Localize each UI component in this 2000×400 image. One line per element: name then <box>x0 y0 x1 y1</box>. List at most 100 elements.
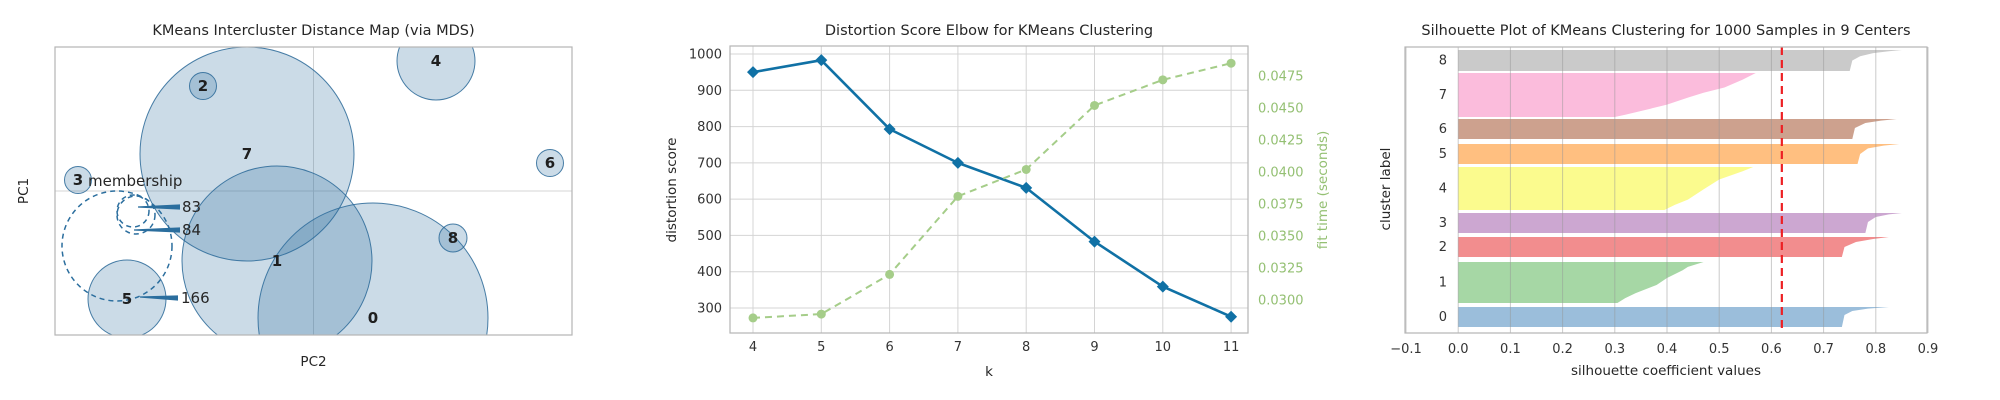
cluster-tick-label: 0 <box>1439 310 1447 325</box>
marker-circle <box>1158 75 1168 85</box>
cluster-bubble-7 <box>139 47 355 262</box>
ytick-label: 800 <box>697 120 722 135</box>
xtick-label: 0.8 <box>1865 342 1886 357</box>
silhouette-plot-border <box>1404 46 1928 334</box>
silhouette-band-7 <box>1458 73 1756 117</box>
cluster-bubble-label-5: 5 <box>122 290 132 308</box>
ytick-label: 900 <box>697 84 722 99</box>
cluster-bubble-3 <box>64 166 92 194</box>
xtick-label: 5 <box>817 340 825 355</box>
xtick-label: 0.3 <box>1604 342 1625 357</box>
y2tick-label: 0.0475 <box>1258 70 1304 85</box>
marker-circle <box>885 269 895 279</box>
marker-diamond <box>883 123 896 136</box>
ytick-label: 700 <box>697 156 722 171</box>
marker-diamond <box>815 54 828 67</box>
cluster-bubble-label-6: 6 <box>545 154 555 172</box>
y2tick-label: 0.0300 <box>1258 294 1304 309</box>
xtick-label: 0.0 <box>1448 342 1469 357</box>
cluster-bubble-label-4: 4 <box>431 52 441 70</box>
membership-legend-title: membership <box>88 172 182 190</box>
cluster-bubble-label-2: 2 <box>198 77 208 95</box>
silhouette-tick-labels: −0.1 0.0 0.1 0.2 0.3 0.4 0.5 0.6 0.7 0.8 0.9 8 7 6 5 4 3… <box>1390 54 1938 358</box>
cluster-bubble-8 <box>438 223 468 253</box>
cluster-tick-label: 8 <box>1439 54 1447 69</box>
marker-diamond <box>1020 181 1033 194</box>
silhouette-band-6 <box>1458 119 1897 139</box>
y2tick-label: 0.0350 <box>1258 230 1304 245</box>
xtick-label: 0.7 <box>1813 342 1834 357</box>
silhouette-chart: Silhouette Plot of KMeans Clustering for… <box>1378 23 1938 379</box>
cluster-bubble-label-1: 1 <box>272 252 282 270</box>
membership-value-label: 84 <box>182 221 201 239</box>
marker-diamond <box>1225 310 1238 323</box>
elbow-series <box>747 54 1238 323</box>
marker-diamond <box>1156 280 1169 293</box>
silhouette-band-1 <box>1458 262 1704 303</box>
elbow-y2label: fit time (seconds) <box>1315 131 1331 250</box>
ytick-label: 1000 <box>689 48 722 63</box>
membership-size-circle-83 <box>116 194 150 228</box>
y2tick-label: 0.0425 <box>1258 134 1304 149</box>
xtick-label: 0.1 <box>1500 342 1521 357</box>
membership-callout-line <box>134 227 180 233</box>
marker-circle <box>1021 164 1031 174</box>
xtick-label: 0.4 <box>1657 342 1678 357</box>
silhouette-band-8 <box>1458 50 1902 71</box>
marker-diamond <box>951 156 964 169</box>
membership-value-label: 166 <box>181 289 210 307</box>
silhouette-band-0 <box>1458 307 1889 327</box>
xtick-label: 7 <box>954 340 962 355</box>
elbow-xlabel: k <box>985 364 993 380</box>
silhouette-band-2 <box>1458 237 1889 257</box>
cluster-bubble-1 <box>181 165 373 335</box>
elbow-title: Distortion Score Elbow for KMeans Cluste… <box>825 23 1153 39</box>
xtick-label: 6 <box>885 340 893 355</box>
y2tick-label: 0.0450 <box>1258 102 1304 117</box>
elbow-plot-border <box>729 45 1249 334</box>
cluster-bubble-6 <box>536 149 564 177</box>
xtick-label: 0.2 <box>1552 342 1573 357</box>
ytick-label: 300 <box>697 302 722 317</box>
cluster-tick-label: 7 <box>1439 88 1447 103</box>
silhouette-band-3 <box>1458 213 1902 233</box>
elbow-chart: Distortion Score Elbow for KMeans Cluste… <box>664 23 1331 380</box>
membership-size-circle-84 <box>116 195 156 235</box>
y2tick-label: 0.0400 <box>1258 166 1304 181</box>
membership-callout-line <box>138 204 180 210</box>
xtick-label: 9 <box>1090 340 1098 355</box>
icdm-bubbles <box>64 47 564 335</box>
xtick-label: 11 <box>1223 340 1240 355</box>
silhouette-bands <box>1458 50 1902 327</box>
silhouette-band-4 <box>1458 167 1754 210</box>
membership-size-circle-166 <box>61 190 173 302</box>
intercluster-distance-chart: KMeans Intercluster Distance Map (via MD… <box>16 23 573 370</box>
xtick-label: 0.6 <box>1761 342 1782 357</box>
cluster-bubble-4 <box>396 47 476 101</box>
xtick-label: 8 <box>1022 340 1030 355</box>
silhouette-band-5 <box>1458 144 1900 164</box>
marker-diamond <box>747 66 759 79</box>
cluster-tick-label: 6 <box>1439 122 1447 137</box>
ytick-label: 500 <box>697 229 722 244</box>
elbow-ylabel: distortion score <box>664 138 680 243</box>
xtick-label: 4 <box>749 340 757 355</box>
marker-circle <box>816 309 826 319</box>
icdm-gridlines <box>55 47 572 335</box>
xtick-label: −0.1 <box>1390 342 1422 357</box>
elbow-gridlines <box>730 46 1248 333</box>
marker-circle <box>1090 100 1099 110</box>
cluster-bubble-label-3: 3 <box>73 171 83 189</box>
marker-circle <box>953 191 963 201</box>
icdm-cluster-labels: 0 1 2 3 4 5 6 7 8 <box>73 52 555 327</box>
cluster-tick-label: 4 <box>1439 182 1447 197</box>
silhouette-ylabel: cluster label <box>1378 148 1394 231</box>
ytick-label: 400 <box>697 265 722 280</box>
cluster-tick-label: 1 <box>1439 276 1447 291</box>
membership-callout-line <box>140 295 178 301</box>
icdm-title: KMeans Intercluster Distance Map (via MD… <box>152 23 474 39</box>
ytick-label: 600 <box>697 193 722 208</box>
membership-value-label: 83 <box>182 198 201 216</box>
